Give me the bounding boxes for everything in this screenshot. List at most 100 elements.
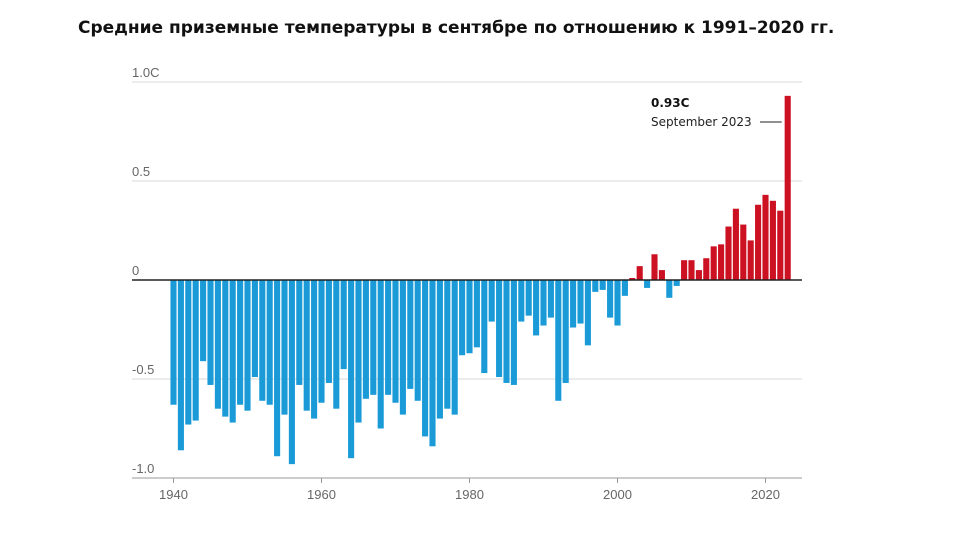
- bar-1997: [592, 280, 599, 292]
- bar-1985: [503, 280, 510, 383]
- bar-2021: [769, 200, 776, 280]
- bar-1969: [385, 280, 392, 395]
- x-tick-label: 1940: [159, 487, 188, 502]
- bar-1942: [185, 280, 192, 425]
- bar-2007: [666, 280, 673, 298]
- bar-1978: [451, 280, 458, 415]
- bar-1951: [251, 280, 258, 378]
- bar-1971: [399, 280, 406, 415]
- y-tick-label: 0.5: [132, 164, 150, 179]
- bar-1994: [570, 280, 577, 328]
- bar-1955: [281, 280, 288, 415]
- bar-1940: [170, 280, 177, 405]
- bar-1962: [333, 280, 340, 409]
- bar-1986: [510, 280, 517, 385]
- bar-1952: [259, 280, 266, 401]
- bar-1948: [229, 280, 236, 423]
- bar-1972: [407, 280, 414, 389]
- bar-2016: [732, 208, 739, 280]
- bar-1982: [481, 280, 488, 374]
- bar-1995: [577, 280, 584, 324]
- bar-1958: [303, 280, 310, 411]
- bar-1996: [584, 280, 591, 346]
- y-tick-label: 0: [132, 263, 139, 278]
- bar-1944: [200, 280, 207, 362]
- x-tick-label: 1980: [455, 487, 484, 502]
- bar-2002: [629, 278, 636, 280]
- bar-2017: [740, 224, 747, 280]
- bar-2020: [762, 194, 769, 280]
- annotation-value: 0.93C: [651, 96, 690, 110]
- bar-1965: [355, 280, 362, 423]
- bar-1946: [214, 280, 221, 409]
- bar-1974: [422, 280, 429, 437]
- bar-2012: [703, 258, 710, 280]
- bar-1968: [377, 280, 384, 429]
- bar-2019: [755, 204, 762, 280]
- bar-2000: [614, 280, 621, 326]
- bar-1957: [296, 280, 303, 385]
- bar-1975: [429, 280, 436, 447]
- bar-1959: [311, 280, 318, 419]
- bar-1992: [555, 280, 562, 401]
- bar-1960: [318, 280, 325, 403]
- bar-2013: [710, 246, 717, 280]
- bar-1956: [288, 280, 295, 465]
- bar-1999: [607, 280, 614, 318]
- bar-1989: [533, 280, 540, 336]
- annotation: 0.93C September 2023: [651, 96, 782, 129]
- annotation-label: September 2023: [651, 115, 752, 129]
- bar-1953: [266, 280, 273, 405]
- bar-2023: [784, 95, 791, 280]
- bar-2001: [621, 280, 628, 296]
- y-tick-label: -0.5: [132, 362, 154, 377]
- bar-1993: [562, 280, 569, 383]
- bar-2011: [695, 270, 702, 280]
- x-tick-label: 2000: [603, 487, 632, 502]
- bar-1981: [473, 280, 480, 348]
- bar-1949: [237, 280, 244, 405]
- bar-1977: [444, 280, 451, 409]
- bar-2018: [747, 240, 754, 280]
- bar-1950: [244, 280, 251, 411]
- bar-2003: [636, 266, 643, 280]
- axes: 1.0C 0.5 0 -0.5 -1.0 1940 1960 1980 2000 2020: [132, 65, 802, 502]
- bar-2005: [651, 254, 658, 280]
- bar-1963: [340, 280, 347, 370]
- bar-1983: [488, 280, 495, 322]
- bar-1947: [222, 280, 229, 417]
- x-tick-label: 2020: [751, 487, 780, 502]
- bar-1988: [525, 280, 532, 316]
- bar-1954: [274, 280, 281, 457]
- bar-1945: [207, 280, 214, 385]
- bar-2004: [644, 280, 651, 288]
- bar-1980: [466, 280, 473, 354]
- bars: [170, 95, 791, 465]
- bar-1966: [362, 280, 369, 399]
- bar-1984: [496, 280, 503, 378]
- bar-1964: [348, 280, 355, 459]
- bar-1943: [192, 280, 199, 421]
- bar-2015: [725, 226, 732, 280]
- bar-1973: [414, 280, 421, 401]
- y-tick-label: 1.0C: [132, 65, 159, 80]
- bar-1979: [459, 280, 466, 356]
- bar-2014: [718, 244, 725, 280]
- bar-2010: [688, 260, 695, 280]
- bar-1976: [436, 280, 443, 419]
- bar-1991: [547, 280, 554, 318]
- bar-2009: [681, 260, 688, 280]
- bar-1967: [370, 280, 377, 395]
- bar-1961: [325, 280, 332, 383]
- bar-2022: [777, 210, 784, 280]
- bar-2006: [658, 270, 665, 280]
- bar-1990: [540, 280, 547, 326]
- bar-1987: [518, 280, 525, 322]
- bar-1970: [392, 280, 399, 403]
- bar-1941: [177, 280, 184, 451]
- bar-1998: [599, 280, 606, 290]
- bar-2008: [673, 280, 680, 286]
- x-tick-label: 1960: [307, 487, 336, 502]
